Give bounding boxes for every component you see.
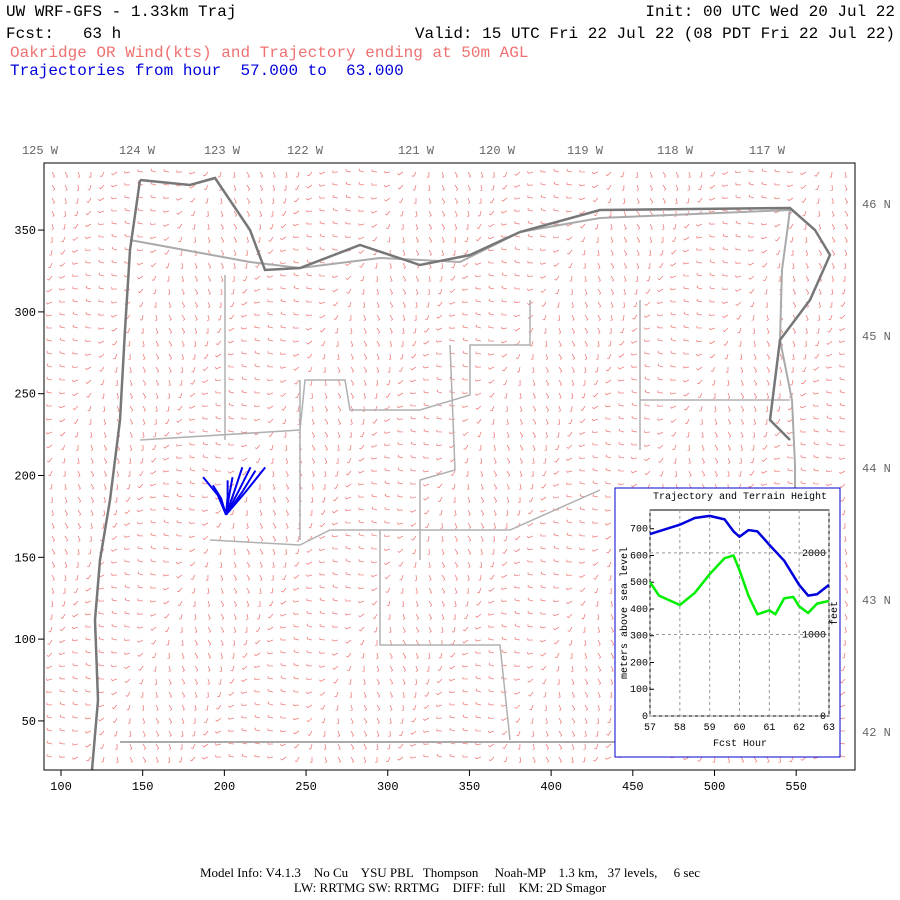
footer-line2: LW: RRTMG SW: RRTMG DIFF: full KM: 2D Sm… <box>294 880 607 895</box>
x-tick-label: 250 <box>295 780 317 794</box>
inset-title: Trajectory and Terrain Height <box>653 491 827 503</box>
longitude-label: 121 W <box>398 144 435 158</box>
y2-tick-label: 1000 <box>802 630 826 641</box>
coastline <box>90 176 832 771</box>
trajectory <box>212 484 227 516</box>
map-frame <box>43 162 856 771</box>
x-tick-label: 60 <box>733 723 745 734</box>
y-tick-label: 300 <box>630 632 648 643</box>
title: UW WRF-GFS - 1.33km Traj <box>6 3 236 21</box>
state-border <box>120 208 796 743</box>
series-line <box>649 514 830 597</box>
x-tick-label: 61 <box>763 723 775 734</box>
longitude-label: 124 W <box>119 144 156 158</box>
x-tick-label: 300 <box>377 780 399 794</box>
valid: Valid: 15 UTC Fri 22 Jul 22 (08 PDT Fri … <box>415 25 895 43</box>
y-tick-label: 0 <box>642 712 648 723</box>
y-tick-label: 350 <box>14 224 36 238</box>
y-tick-label: 100 <box>14 633 36 647</box>
x-tick-label: 57 <box>644 723 656 734</box>
trajectory-note: Trajectories from hour 57.000 to 63.000 <box>10 62 404 80</box>
x-tick-label: 400 <box>540 780 562 794</box>
longitude-label: 125 W <box>22 144 59 158</box>
y-tick-label: 700 <box>630 525 648 536</box>
latitude-label: 43 N <box>862 594 891 608</box>
boundaries <box>90 176 832 771</box>
x-tick-label: 500 <box>704 780 726 794</box>
inset-y2-label: feet <box>829 601 841 625</box>
trajectory <box>225 466 252 516</box>
wind-barb-field <box>45 168 849 764</box>
y-tick-label: 150 <box>14 551 36 565</box>
latitude-label: 46 N <box>862 198 891 212</box>
x-tick-label: 200 <box>214 780 236 794</box>
x-tick-label: 550 <box>785 780 807 794</box>
y-tick-label: 600 <box>630 551 648 562</box>
inset-chart: Trajectory and Terrain Height Fcst Hour … <box>614 487 841 758</box>
y-tick-label: 500 <box>630 578 648 589</box>
y-tick-label: 200 <box>630 658 648 669</box>
footer-line1: Model Info: V4.1.3 No Cu YSU PBL Thompso… <box>200 865 700 880</box>
x-tick-label: 59 <box>704 723 716 734</box>
longitude-label: 123 W <box>204 144 241 158</box>
forecast: Fcst: 63 h <box>6 25 121 43</box>
longitude-label: 120 W <box>479 144 516 158</box>
init: Init: 00 UTC Wed 20 Jul 22 <box>645 3 895 21</box>
longitude-label: 118 W <box>657 144 694 158</box>
y-tick-label: 300 <box>14 306 36 320</box>
y-tick-label: 200 <box>14 469 36 483</box>
x-tick-label: 58 <box>674 723 686 734</box>
x-tick-label: 63 <box>823 723 835 734</box>
y-tick-label: 250 <box>14 388 36 402</box>
series-line <box>648 554 830 616</box>
x-tick-label: 450 <box>622 780 644 794</box>
map: 100 150 200 250 300 350 400 450 500 550 50 100 150 20… <box>14 144 890 794</box>
county-borders <box>139 275 790 741</box>
latitude-label: 42 N <box>862 726 891 740</box>
subtitle: Oakridge OR Wind(kts) and Trajectory end… <box>10 44 528 62</box>
y-tick-label: 400 <box>630 605 648 616</box>
trajectory <box>225 467 244 516</box>
y-tick-label: 100 <box>630 685 648 696</box>
trajectory <box>225 466 266 516</box>
x-tick-label: 62 <box>793 723 805 734</box>
latitude-label: 44 N <box>862 462 891 476</box>
x-tick-label: 100 <box>50 780 72 794</box>
trajectory <box>225 476 234 515</box>
wind-barbs <box>45 168 849 764</box>
trajectory <box>202 476 227 516</box>
latitude-label: 45 N <box>862 330 891 344</box>
longitude-label: 122 W <box>287 144 324 158</box>
longitude-label: 117 W <box>749 144 786 158</box>
x-tick-label: 350 <box>459 780 481 794</box>
inset-x-label: Fcst Hour <box>713 739 767 750</box>
y-tick-label: 50 <box>22 715 36 729</box>
inset-frame <box>614 487 841 758</box>
inset-y-label: meters above sea level <box>619 547 631 679</box>
y2-tick-label: 2000 <box>802 549 826 560</box>
x-tick-label: 150 <box>132 780 154 794</box>
y2-tick-label: 0 <box>820 712 826 723</box>
longitude-label: 119 W <box>567 144 604 158</box>
